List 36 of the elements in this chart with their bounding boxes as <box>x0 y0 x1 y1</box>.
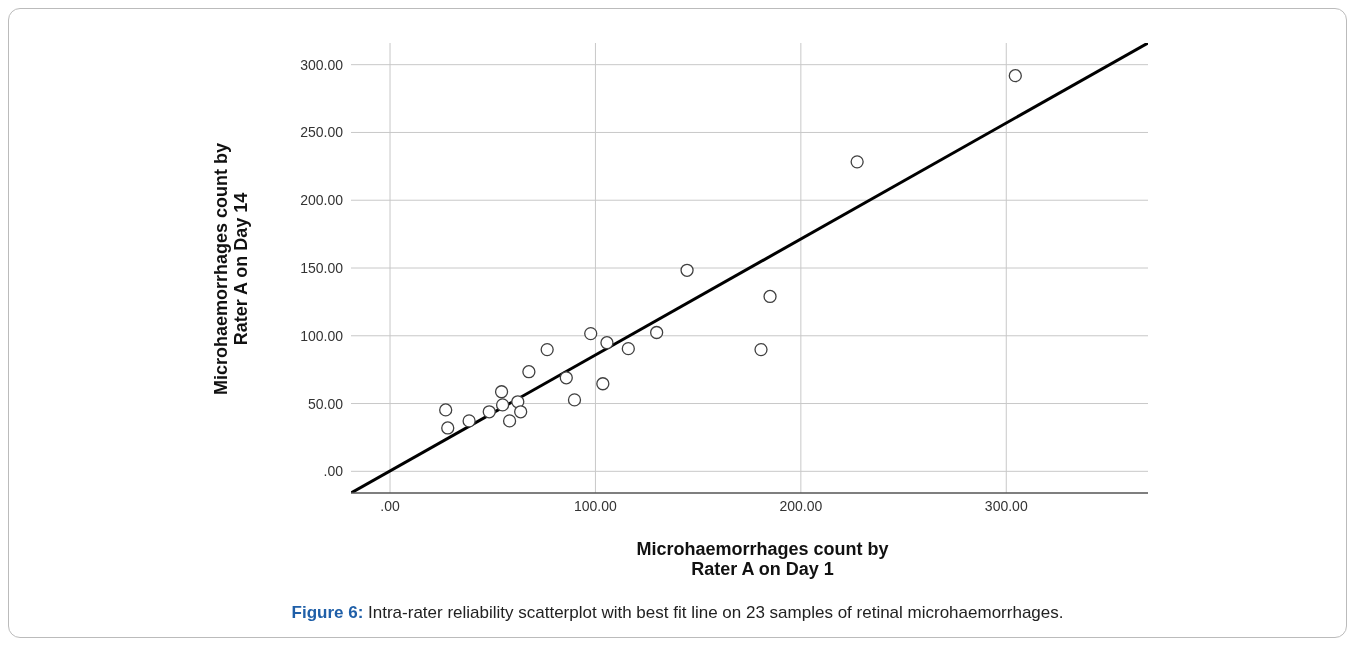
y-tick-label: 50.00 <box>307 395 344 412</box>
caption: Figure 6: Intra-rater reliability scatterplot with best fit line on 23 samples of retinal microhaemorrhages. <box>290 603 1065 623</box>
point <box>763 289 777 304</box>
point <box>600 336 614 350</box>
x-tick-label: 200.00 <box>779 497 823 514</box>
point <box>567 393 582 407</box>
x-tick-label: .00 <box>380 497 400 514</box>
point <box>650 325 664 340</box>
point <box>596 377 610 391</box>
y-tick-label: 200.00 <box>300 192 344 209</box>
point <box>441 421 455 435</box>
point <box>439 403 453 417</box>
point <box>522 365 536 379</box>
y-tick-label: 100.00 <box>300 327 344 344</box>
y-tick-label: .00 <box>323 463 344 480</box>
y-tick-label: 250.00 <box>300 124 344 141</box>
x-tick-label: 300.00 <box>984 497 1028 514</box>
point <box>494 385 509 399</box>
y-axis-title: Microhaemorrhages count by Rater A on Day 14 <box>211 142 251 396</box>
point <box>1008 69 1022 83</box>
point <box>540 342 554 357</box>
point <box>621 342 635 356</box>
point <box>680 263 694 277</box>
point <box>584 326 598 341</box>
x-tick-label: 100.00 <box>574 497 618 514</box>
point <box>754 342 768 357</box>
x-axis-title: Microhaemorrhages count by Rater A on Day 1 <box>635 539 890 579</box>
point <box>502 414 517 428</box>
point <box>514 405 528 419</box>
point <box>462 414 476 428</box>
y-tick-label: 300.00 <box>300 56 344 73</box>
y-tick-label: 150.00 <box>300 259 344 276</box>
point <box>482 405 496 419</box>
point <box>559 371 573 385</box>
point <box>495 398 510 412</box>
point <box>850 155 864 169</box>
